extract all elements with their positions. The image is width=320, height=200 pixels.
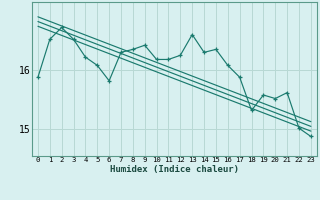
X-axis label: Humidex (Indice chaleur): Humidex (Indice chaleur) <box>110 165 239 174</box>
